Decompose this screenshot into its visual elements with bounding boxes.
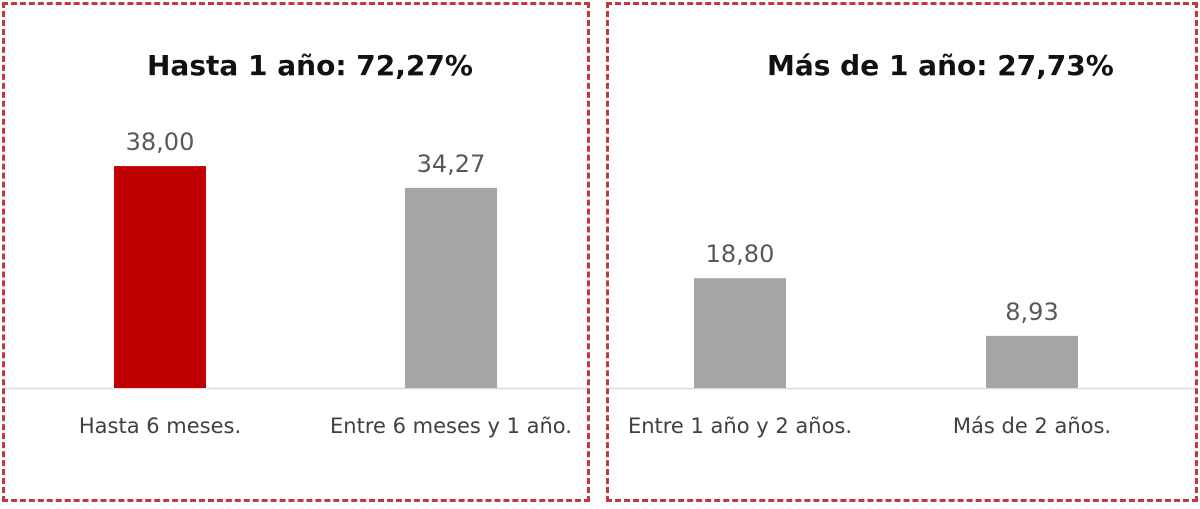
chart-panel-left: Hasta 1 año: 72,27% 38,00 Hasta 6 meses. 3… [2,2,590,502]
category-tick-label: Más de 2 años. [953,414,1111,438]
category-tick-label: Entre 1 año y 2 años. [628,414,852,438]
data-label: 38,00 [126,128,195,156]
bar [986,335,1078,388]
bar-chart-left: 38,00 Hasta 6 meses. 34,27 Entre 6 meses y … [5,128,587,438]
bar [114,166,206,388]
chart-title-left: Hasta 1 año: 72,27% [147,49,473,82]
bar [694,278,786,388]
data-label: 18,80 [706,240,775,268]
category-tick-label: Entre 6 meses y 1 año. [330,414,572,438]
data-label: 8,93 [1005,298,1058,326]
data-label: 34,27 [417,150,486,178]
chart-panel-right: Más de 1 año: 27,73% 18,80 Entre 1 año y … [606,2,1198,502]
category-tick-label: Hasta 6 meses. [79,414,241,438]
chart-title-right: Más de 1 año: 27,73% [767,49,1114,82]
bar-chart-right: 18,80 Entre 1 año y 2 años. 8,93 Más de 2 a… [609,240,1195,438]
bar [405,187,497,388]
